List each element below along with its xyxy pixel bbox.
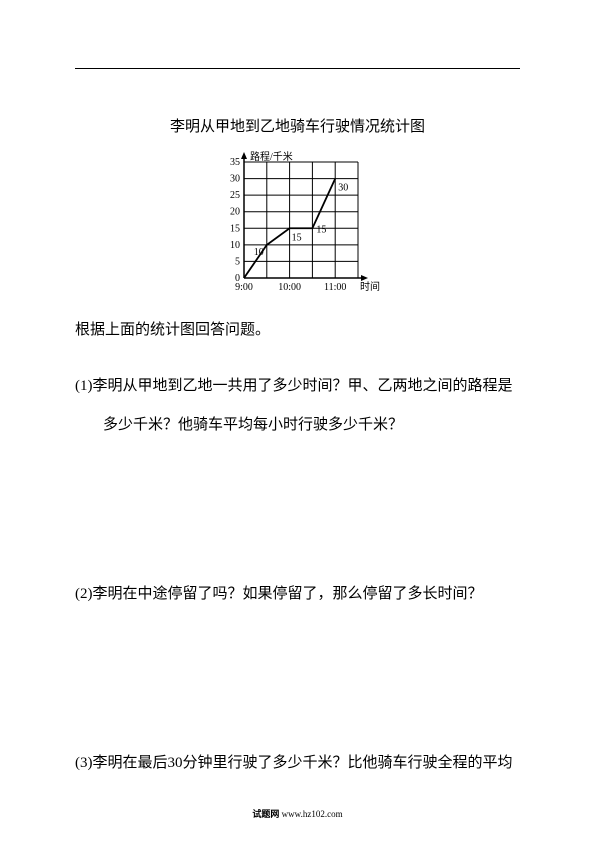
footer-site: 试题网 [252,809,279,819]
footer: 试题网 www.hz102.com [0,807,595,820]
svg-text:路程/千米: 路程/千米 [250,150,293,163]
svg-text:25: 25 [230,190,240,201]
line-chart: 051015202530359:0010:0011:00路程/千米时间10151… [208,148,388,298]
chart-container: 051015202530359:0010:0011:00路程/千米时间10151… [75,148,520,298]
svg-text:20: 20 [230,207,240,218]
q1-line1: (1)李明从甲地到乙地一共用了多少时间？甲、乙两地之间的路程是 [75,367,520,406]
svg-text:10: 10 [230,240,240,251]
svg-text:35: 35 [230,157,240,168]
svg-text:9:00: 9:00 [235,282,253,293]
q2-text: (2)李明在中途停留了吗？如果停留了，那么停留了多长时间？ [75,575,520,614]
svg-text:5: 5 [235,256,240,267]
q1-line2: 多少千米？他骑车平均每小时行驶多少千米？ [103,406,520,445]
question-2: (2)李明在中途停留了吗？如果停留了，那么停留了多长时间？ [75,575,520,614]
intro-text: 根据上面的统计图回答问题。 [75,318,520,339]
top-divider [75,68,520,69]
svg-text:10: 10 [253,247,263,258]
svg-text:11:00: 11:00 [323,282,345,293]
svg-text:15: 15 [291,232,301,243]
question-3: (3)李明在最后30分钟里行驶了多少千米？比他骑车行驶全程的平均 [75,744,520,783]
question-1: (1)李明从甲地到乙地一共用了多少时间？甲、乙两地之间的路程是 多少千米？他骑车… [75,367,520,445]
svg-text:15: 15 [230,223,240,234]
svg-text:时间: 时间 [360,280,380,293]
svg-text:15: 15 [316,224,326,235]
q3-text: (3)李明在最后30分钟里行驶了多少千米？比他骑车行驶全程的平均 [75,744,520,783]
footer-url: www.hz102.com [282,809,343,819]
svg-text:30: 30 [338,183,348,194]
svg-text:30: 30 [230,174,240,185]
svg-text:10:00: 10:00 [278,282,301,293]
chart-title: 李明从甲地到乙地骑车行驶情况统计图 [75,115,520,136]
